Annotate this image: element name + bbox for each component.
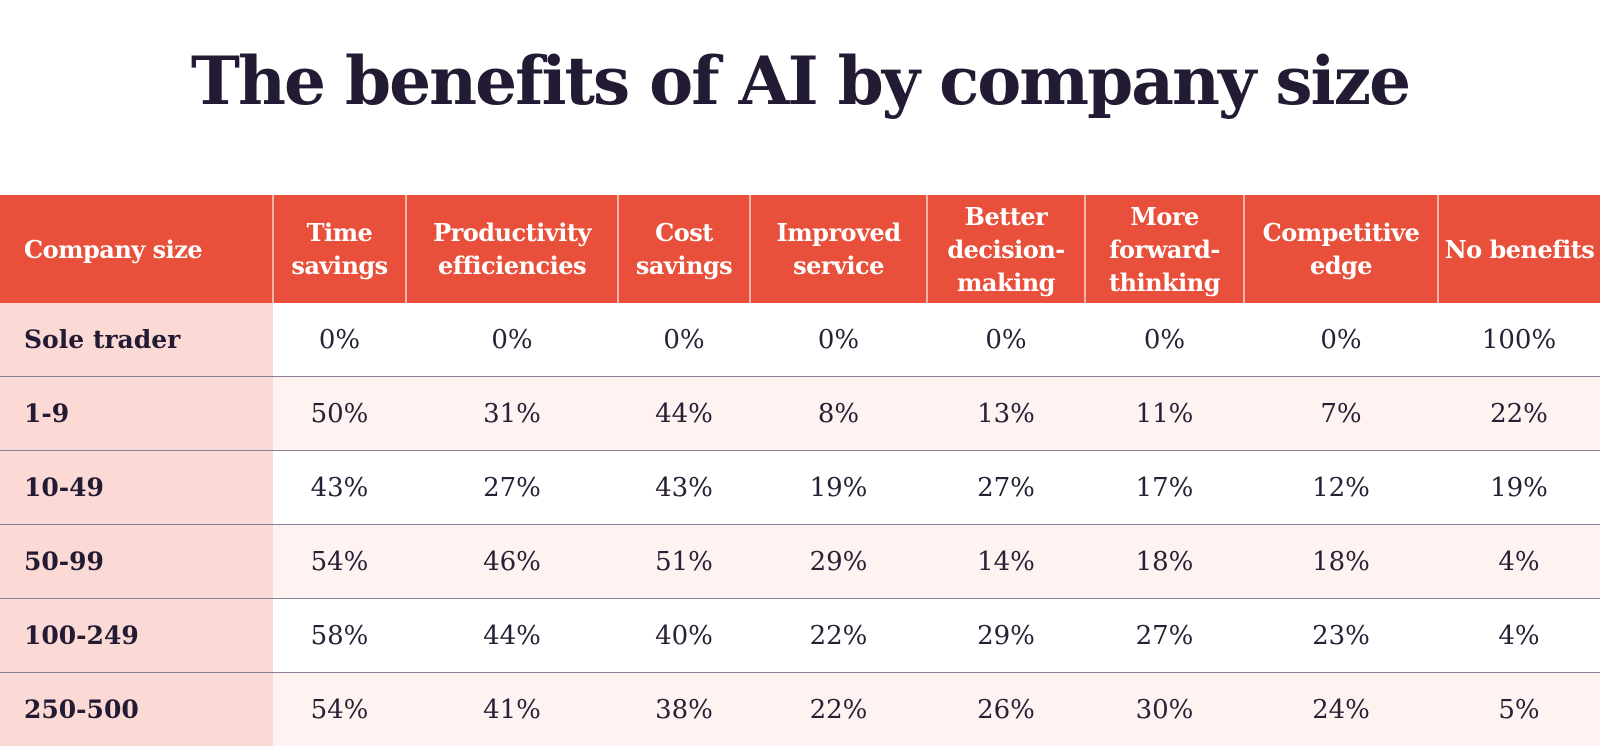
row-header: 100-249 [0, 598, 273, 673]
table-cell: 31% [406, 376, 618, 451]
table-cell: 0% [618, 303, 750, 377]
table-cell: 0% [750, 303, 927, 377]
table-cell: 18% [1244, 524, 1438, 599]
table-cell: 0% [406, 303, 618, 377]
table-cell: 54% [273, 672, 406, 746]
table-cell: 50% [273, 376, 406, 451]
benefits-table: Company size Time savings Productivity ef… [0, 195, 1600, 746]
table-cell: 13% [927, 376, 1085, 451]
column-header: More forward-thinking [1084, 195, 1244, 303]
table-cell: 100% [1438, 303, 1600, 377]
table-cell: 30% [1085, 672, 1244, 746]
table-cell: 27% [406, 450, 618, 525]
table-cell: 58% [273, 598, 406, 673]
column-header: Cost savings [617, 195, 750, 303]
table-cell: 41% [406, 672, 618, 746]
table-cell: 4% [1438, 524, 1600, 599]
table-cell: 0% [1085, 303, 1244, 377]
column-header: Competitive edge [1243, 195, 1438, 303]
table-cell: 22% [1438, 376, 1600, 451]
table-row: 10-49 43% 27% 43% 19% 27% 17% 12% 19% [0, 450, 1600, 525]
row-header: 250-500 [0, 672, 273, 746]
table-cell: 18% [1085, 524, 1244, 599]
table-row: 250-500 54% 41% 38% 22% 26% 30% 24% 5% [0, 672, 1600, 746]
table-cell: 26% [927, 672, 1085, 746]
table-cell: 23% [1244, 598, 1438, 673]
table-cell: 29% [750, 524, 927, 599]
table-cell: 4% [1438, 598, 1600, 673]
table-body: Sole trader 0% 0% 0% 0% 0% 0% 0% 100% 1-9 50% 31% 44… [0, 303, 1600, 746]
table-cell: 14% [927, 524, 1085, 599]
table-row: 1-9 50% 31% 44% 8% 13% 11% 7% 22% [0, 376, 1600, 451]
table-cell: 8% [750, 376, 927, 451]
table-cell: 5% [1438, 672, 1600, 746]
table-cell: 0% [1244, 303, 1438, 377]
column-header: Improved service [749, 195, 927, 303]
table-cell: 22% [750, 598, 927, 673]
table-cell: 54% [273, 524, 406, 599]
table-row: 100-249 58% 44% 40% 22% 29% 27% 23% 4% [0, 598, 1600, 673]
column-header: No benefits [1437, 195, 1600, 303]
table-cell: 19% [750, 450, 927, 525]
row-header: 1-9 [0, 376, 273, 451]
table-cell: 43% [618, 450, 750, 525]
table-cell: 27% [1085, 598, 1244, 673]
header-row: Company size Time savings Productivity ef… [0, 195, 1600, 303]
table-cell: 12% [1244, 450, 1438, 525]
column-header: Productivity efficiencies [405, 195, 618, 303]
table-cell: 11% [1085, 376, 1244, 451]
table-cell: 43% [273, 450, 406, 525]
table-cell: 27% [927, 450, 1085, 525]
table-cell: 0% [273, 303, 406, 377]
table-cell: 17% [1085, 450, 1244, 525]
column-header-company-size: Company size [0, 195, 273, 303]
table-cell: 29% [927, 598, 1085, 673]
table-row: Sole trader 0% 0% 0% 0% 0% 0% 0% 100% [0, 303, 1600, 377]
table-cell: 46% [406, 524, 618, 599]
table-cell: 7% [1244, 376, 1438, 451]
table-cell: 0% [927, 303, 1085, 377]
table-cell: 44% [406, 598, 618, 673]
table-cell: 40% [618, 598, 750, 673]
row-header: Sole trader [0, 303, 273, 377]
column-header: Better decision-making [926, 195, 1085, 303]
row-header: 50-99 [0, 524, 273, 599]
page-title: The benefits of AI by company size [190, 42, 1411, 120]
row-header: 10-49 [0, 450, 273, 525]
table-cell: 51% [618, 524, 750, 599]
table-cell: 19% [1438, 450, 1600, 525]
table-cell: 38% [618, 672, 750, 746]
table-cell: 24% [1244, 672, 1438, 746]
column-header: Time savings [272, 195, 406, 303]
table-cell: 22% [750, 672, 927, 746]
table-row: 50-99 54% 46% 51% 29% 14% 18% 18% 4% [0, 524, 1600, 599]
table-cell: 44% [618, 376, 750, 451]
